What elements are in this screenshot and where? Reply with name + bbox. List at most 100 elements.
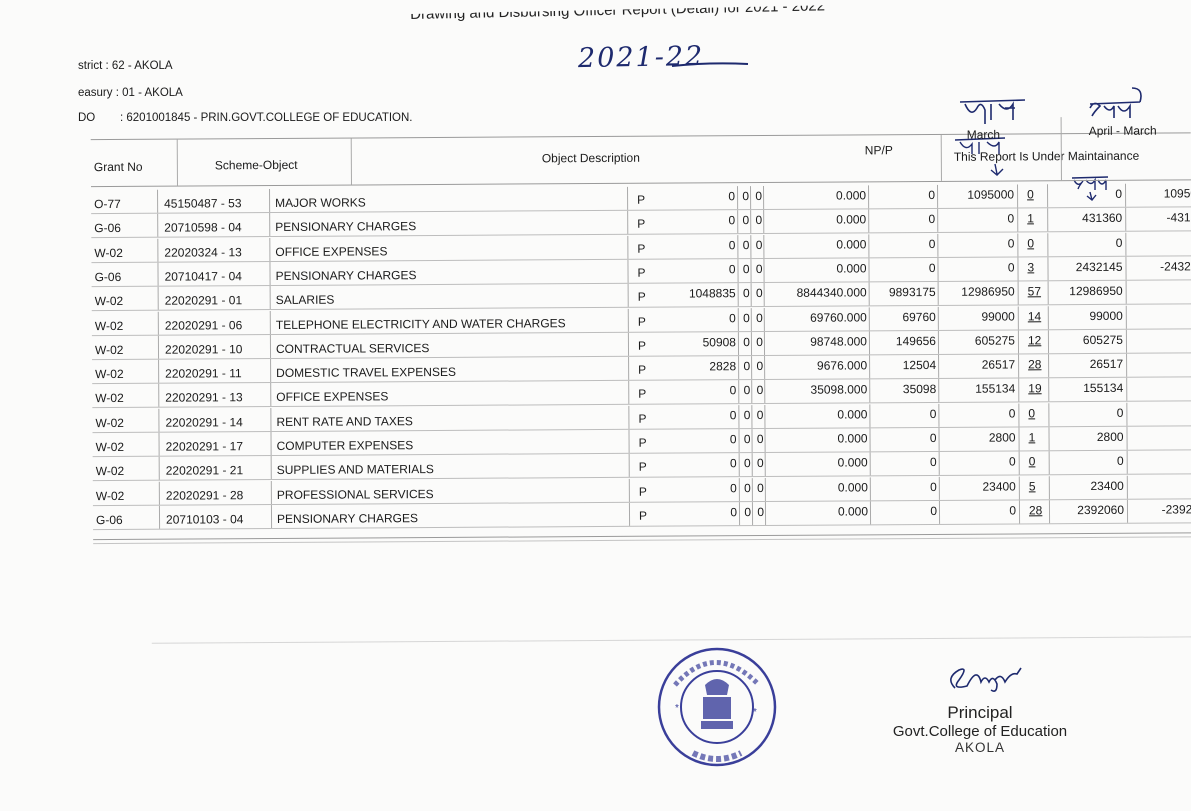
- cell-march-count: 1: [1028, 430, 1048, 444]
- column-divider: [937, 258, 938, 281]
- cell-march-count: 0: [1027, 187, 1047, 201]
- column-divider: [1048, 379, 1049, 402]
- column-divider: [764, 429, 765, 452]
- column-divider: [939, 501, 940, 524]
- cell-april-march-amount: 605275: [1050, 333, 1123, 347]
- column-divider: [869, 404, 870, 427]
- column-divider: [1047, 257, 1048, 280]
- cell-amount: 98748.000: [770, 334, 867, 349]
- column-divider: [158, 287, 159, 310]
- cell-col-b: 0: [740, 359, 750, 373]
- column-divider: [870, 477, 871, 500]
- cell-amount: 69760.000: [770, 310, 867, 325]
- cell-amount: 0.000: [769, 237, 866, 252]
- column-divider: [1126, 378, 1127, 401]
- column-divider: [737, 186, 738, 209]
- cell-april-march-amount: 23400: [1051, 478, 1124, 492]
- cell-object-description: SUPPLIES AND MATERIALS: [277, 461, 627, 477]
- cell-grant-no: G-06: [95, 270, 155, 284]
- column-divider: [1019, 452, 1020, 475]
- column-divider: [1048, 281, 1049, 304]
- cell-april-march-amount: 431360: [1049, 211, 1122, 225]
- column-divider: [938, 428, 939, 451]
- column-divider: [765, 502, 766, 525]
- column-divider: [1127, 451, 1128, 474]
- column-divider: [765, 478, 766, 501]
- column-divider: [1018, 427, 1019, 450]
- signatory-designation: Principal: [880, 703, 1080, 723]
- college-seal-stamp: **: [655, 645, 780, 770]
- column-divider: [628, 381, 629, 404]
- column-divider: [629, 454, 630, 477]
- column-divider: [1126, 330, 1127, 353]
- column-divider: [764, 283, 765, 306]
- column-divider: [157, 214, 158, 237]
- cell-march-count: 0: [1027, 236, 1047, 250]
- column-divider: [158, 360, 159, 383]
- cell-april-march-amount: 0: [1050, 405, 1123, 419]
- cell-col-b: 0: [740, 408, 750, 422]
- cell-object-description: CONTRACTUAL SERVICES: [276, 340, 626, 356]
- cell-col-a: 0: [651, 505, 737, 520]
- column-divider: [764, 332, 765, 355]
- cell-march-amount: 155134: [945, 382, 1015, 396]
- column-divider: [751, 405, 752, 428]
- cell-col-c: 0: [752, 213, 762, 227]
- header-top-rule: [91, 132, 1191, 140]
- cell-col-a: 0: [650, 311, 736, 326]
- svg-text:*: *: [753, 707, 757, 718]
- cell-col-c: 0: [753, 311, 763, 325]
- column-divider: [270, 335, 271, 358]
- column-divider: [1126, 305, 1127, 328]
- cell-col-a: 0: [651, 456, 737, 471]
- cell-scheme-object: 22020291 - 13: [165, 390, 275, 405]
- column-divider: [1048, 427, 1049, 450]
- column-divider: [157, 190, 158, 213]
- cell-col-a: 0: [651, 432, 737, 447]
- column-divider: [159, 506, 160, 529]
- header-april-march: April - March: [1089, 124, 1157, 138]
- cell-scheme-object: 45150487 - 53: [164, 196, 274, 211]
- cell-scheme-object: 22020291 - 10: [165, 342, 275, 357]
- cell-col-b: 0: [739, 213, 749, 227]
- column-divider: [629, 478, 630, 501]
- cell-march-amount: 0: [946, 455, 1016, 469]
- cell-col-c: 0: [754, 505, 764, 519]
- cell-march-count: 12: [1028, 333, 1048, 347]
- cell-march-amount: 0: [944, 260, 1014, 274]
- column-divider: [751, 308, 752, 331]
- column-divider: [158, 335, 159, 358]
- column-divider: [1017, 233, 1018, 256]
- column-divider: [1017, 257, 1018, 280]
- column-divider: [1048, 330, 1049, 353]
- cell-scheme-object: 20710417 - 04: [165, 269, 275, 284]
- signatory-institution: Govt.College of Education: [880, 723, 1080, 740]
- cell-april-march-amount: 2800: [1050, 430, 1123, 444]
- column-divider: [738, 405, 739, 428]
- column-divider: [869, 380, 870, 403]
- cell-col-total: 0: [873, 504, 937, 518]
- column-divider: [271, 505, 272, 528]
- column-divider: [869, 428, 870, 451]
- cell-col-a: 50908: [650, 335, 736, 350]
- column-divider: [752, 453, 753, 476]
- column-divider: [1048, 354, 1049, 377]
- cell-object-description: PENSIONARY CHARGES: [275, 218, 625, 234]
- column-divider: [763, 235, 764, 258]
- column-divider: [269, 238, 270, 261]
- cell-amount: 0.000: [771, 504, 868, 519]
- cell-amount: 35098.000: [770, 383, 867, 398]
- column-divider: [738, 381, 739, 404]
- cell-col-b: 0: [739, 189, 749, 203]
- column-divider: [764, 356, 765, 379]
- column-divider: [1125, 184, 1126, 207]
- cell-april-march-amount: 2392060: [1051, 503, 1124, 517]
- cell-amount: 0.000: [769, 213, 866, 228]
- cell-scheme-object: 20710598 - 04: [164, 220, 274, 235]
- column-divider: [1126, 402, 1127, 425]
- column-divider: [627, 260, 628, 283]
- column-divider: [763, 186, 764, 209]
- header-bottom-rule: [91, 179, 1191, 187]
